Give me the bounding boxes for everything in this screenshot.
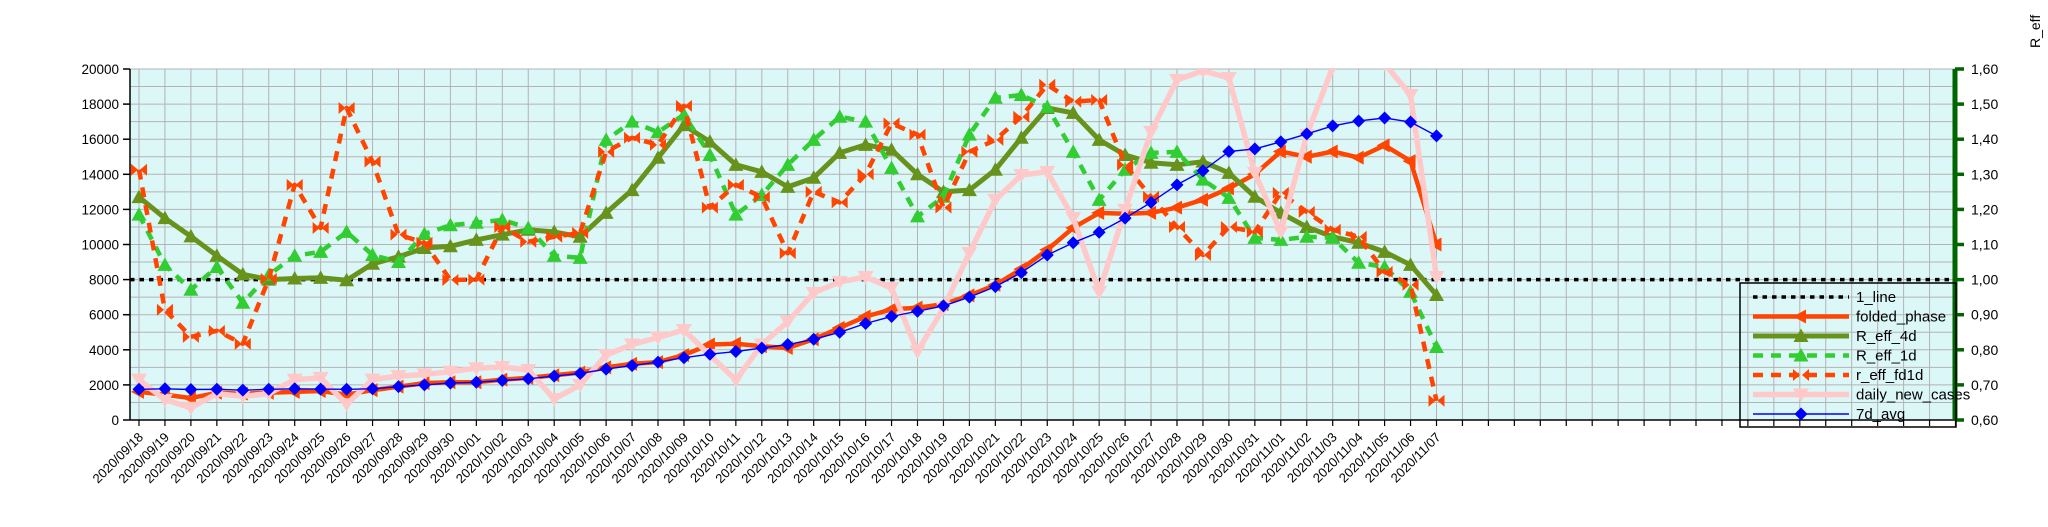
R_eff_1d-legend-marker [1793, 348, 1809, 362]
legend-item-r_eff_fd1d: r_eff_fd1d [1753, 367, 1923, 384]
legend-label: 1_line [1856, 289, 1896, 306]
y-right-axis-title: R_eff [2027, 15, 2043, 48]
y-right-ticks: 0,60 0,70 0,80 0,90 1,00 1,10 1,20 1,30 1,40 1,50… [1955, 61, 1998, 428]
series-layer [130, 69, 1955, 416]
legend-label: daily_new_cases [1856, 387, 1970, 404]
y-left-tick-label: 14000 [81, 167, 119, 182]
y-left-tick-label: 16000 [81, 132, 119, 147]
legend-item-folded_phase: folded_phase [1753, 309, 1946, 326]
y-left-tick-label: 4000 [89, 343, 119, 358]
legend-label: r_eff_fd1d [1856, 367, 1923, 384]
series-r_eff_fd1d [131, 78, 1445, 407]
legend-box [1739, 282, 1957, 428]
y-left-tick-label: 2000 [89, 378, 119, 393]
legend-item-R_eff_1d: R_eff_1d [1753, 348, 1917, 365]
y-right-tick-label: 1,40 [1971, 131, 1998, 147]
legend-item-1_line: 1_line [1753, 289, 1896, 306]
y-left-tick-label: 20000 [81, 62, 119, 77]
folded_phase-legend-marker [1793, 309, 1806, 324]
legend: 1_line folded_phase R_eff_4d R_eff_1d r_eff_… [1739, 282, 1970, 428]
y-right-tick-label: 0,80 [1971, 342, 1998, 358]
r_eff_fd1d-legend-marker [1793, 369, 1809, 381]
series-R_eff_1d [131, 87, 1444, 353]
y-right-tick-label: 1,00 [1971, 272, 1998, 288]
y-left-tick-label: 10000 [81, 238, 119, 253]
daily_new_cases-legend-marker [1793, 388, 1809, 402]
y-right-tick-label: 0,90 [1971, 307, 1998, 323]
y-left-tick-label: 6000 [89, 308, 119, 323]
y-right-tick-label: 1,60 [1971, 61, 1998, 77]
7d_avg-markers [132, 111, 1443, 397]
y-left-tick-label: 0 [111, 413, 119, 428]
x-ticks: 2020/09/182020/09/192020/09/202020/09/21… [89, 420, 1957, 486]
legend-label: R_eff_1d [1856, 348, 1917, 365]
legend-label: folded_phase [1856, 309, 1946, 326]
y-right-tick-label: 1,20 [1971, 201, 1998, 217]
y-right-tick-label: 0,70 [1971, 377, 1998, 393]
series-R_eff_4d [131, 100, 1444, 302]
y-left-ticks: 0 2000 4000 6000 8000 10000 12000 14000 16000 180… [81, 62, 130, 428]
legend-item-7d_avg: 7d_avg [1753, 406, 1905, 423]
y-left-tick-label: 8000 [89, 273, 119, 288]
y-left-tick-label: 18000 [81, 97, 119, 112]
y-left-tick-label: 12000 [81, 202, 119, 217]
legend-label: 7d_avg [1856, 406, 1905, 423]
legend-item-R_eff_4d: R_eff_4d [1753, 328, 1917, 345]
y-right-tick-label: 0,60 [1971, 412, 1998, 428]
y-right-tick-label: 1,10 [1971, 237, 1998, 253]
legend-label: R_eff_4d [1856, 328, 1917, 345]
grid [130, 68, 1956, 421]
R_eff_4d-legend-marker [1793, 328, 1809, 342]
7d_avg-legend-marker [1794, 407, 1808, 421]
series-daily_new_cases [131, 69, 1445, 416]
legend-item-daily_new_cases: daily_new_cases [1753, 387, 1970, 404]
y-right-tick-label: 1,50 [1971, 96, 1998, 112]
y-right-tick-label: 1,30 [1971, 166, 1998, 182]
series-7d_avg [132, 111, 1443, 397]
